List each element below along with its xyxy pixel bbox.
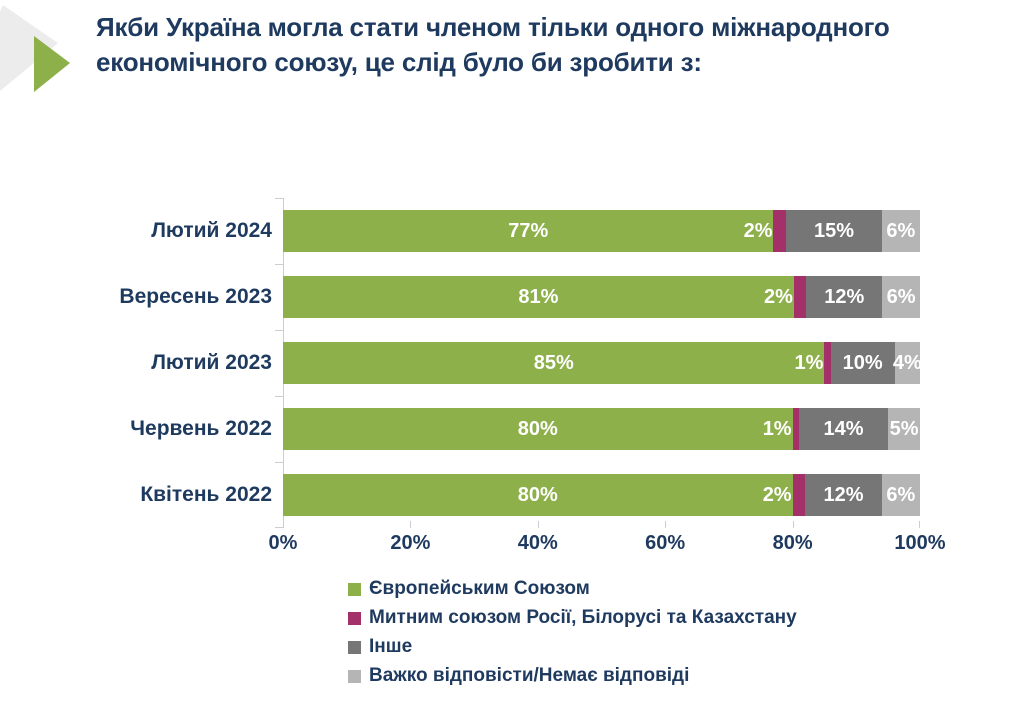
bar-value-label: 6%	[886, 219, 916, 242]
bar-value-label: 6%	[886, 483, 916, 506]
y-axis-tick	[275, 527, 283, 528]
bar-segment-4: 6%	[881, 474, 920, 516]
legend-label: Митним союзом Росії, Білорусі та Казахст…	[369, 607, 797, 628]
legend-item: Митним союзом Росії, Білорусі та Казахст…	[348, 607, 797, 629]
bar-segment-4: 4%	[892, 342, 922, 384]
category-label: Лютий 2024	[151, 219, 272, 242]
bar-value-label: 2%	[743, 219, 773, 242]
y-axis-tick	[275, 264, 283, 265]
bar-segment-4: 6%	[882, 276, 920, 318]
y-axis-tick	[275, 198, 283, 199]
legend: Європейським Союзом Митним союзом Росії, …	[348, 578, 797, 687]
bar-segment-2: 2%	[744, 210, 787, 252]
legend-item: Європейським Союзом	[348, 578, 797, 600]
bar-value-label: 81%	[518, 285, 559, 308]
bar-row: 81% 2% 12% 6%	[283, 276, 920, 318]
bar-value-label: 12%	[823, 483, 864, 506]
category-label: Червень 2022	[130, 417, 272, 440]
x-axis-tick	[283, 521, 284, 528]
slide-title: Якби Україна могла стати членом тільки о…	[96, 12, 890, 78]
x-axis-tick-label: 80%	[772, 532, 813, 554]
bar-segment-1: 80%	[283, 408, 793, 450]
bar-value-label: 2%	[763, 285, 793, 308]
bar-segment-2: 2%	[763, 474, 806, 516]
bar-value-label: 2%	[762, 483, 792, 506]
bar-segment-1: 80%	[283, 474, 793, 516]
bar-segment-2: 1%	[763, 408, 799, 450]
bar-value-label: 12%	[824, 285, 865, 308]
bar-value-label: 5%	[889, 417, 919, 440]
bar-value-label: 85%	[533, 351, 574, 374]
legend-item: Інше	[348, 636, 797, 658]
x-axis-tick-label: 0%	[268, 532, 298, 554]
x-axis-tick	[792, 521, 794, 528]
legend-label: Інше	[369, 636, 413, 657]
legend-swatch-icon	[348, 640, 361, 654]
bar-value-label: 6%	[886, 285, 916, 308]
bar-segment-1: 85%	[283, 342, 825, 384]
bar-value-label: 77%	[508, 219, 549, 242]
x-axis-tick	[665, 521, 667, 528]
bar-value-label: 10%	[842, 351, 883, 374]
bar-segment-3: 12%	[806, 276, 883, 318]
x-axis-tick-label: 40%	[517, 532, 558, 554]
x-axis-tick-label: 20%	[390, 532, 431, 554]
bar-segment-2: 2%	[764, 276, 807, 318]
legend-swatch-icon	[348, 582, 361, 596]
x-axis-tick-label: 100%	[894, 532, 946, 554]
x-axis-tick-label: 60%	[645, 532, 686, 554]
stacked-bar-chart: 77% 2% 15% 6% 81% 2% 12% 6% 85% 1% 10% 4% 80% 1% 14% 5%…	[110, 198, 990, 708]
category-label: Вересень 2023	[119, 285, 272, 308]
bar-row: 77% 2% 15% 6%	[283, 210, 920, 252]
y-axis-tick	[275, 330, 283, 331]
bar-value-label: 14%	[823, 417, 864, 440]
bar-value-label: 1%	[794, 351, 824, 374]
green-triangle-icon	[34, 36, 70, 92]
legend-swatch-icon	[348, 669, 361, 683]
x-axis-tick	[537, 521, 539, 528]
category-label: Лютий 2023	[151, 351, 272, 374]
plot-area: 77% 2% 15% 6% 81% 2% 12% 6% 85% 1% 10% 4% 80% 1% 14% 5%…	[269, 198, 946, 554]
y-axis-tick	[275, 396, 283, 397]
x-axis-tick	[410, 521, 412, 528]
bar-value-label: 4%	[892, 351, 922, 374]
category-label: Квітень 2022	[140, 483, 272, 506]
bar-segment-3: 14%	[798, 408, 889, 450]
y-axis-tick	[275, 462, 283, 463]
legend-label: Європейським Союзом	[369, 578, 590, 599]
bar-segment-2: 1%	[795, 342, 831, 384]
gray-triangle-icon	[0, 3, 58, 91]
legend-label: Важко відповісти/Немає відповіді	[369, 665, 690, 686]
legend-swatch-icon	[348, 611, 361, 625]
bar-segment-3: 12%	[805, 474, 882, 516]
arrow-decoration	[0, 3, 70, 92]
bar-segment-3: 15%	[786, 210, 882, 252]
bar-value-label: 80%	[517, 483, 558, 506]
bar-row: 80% 2% 12% 6%	[283, 474, 920, 516]
bar-value-label: 1%	[762, 417, 792, 440]
bar-segment-1: 81%	[283, 276, 794, 318]
bar-value-label: 15%	[813, 219, 854, 242]
bar-segment-3: 10%	[830, 342, 895, 384]
legend-item: Важко відповісти/Немає відповіді	[348, 665, 797, 687]
bar-value-label: 80%	[517, 417, 558, 440]
x-axis-tick	[919, 521, 920, 528]
bar-segment-4: 5%	[888, 408, 920, 450]
bar-segment-4: 6%	[881, 210, 920, 252]
bar-row: 85% 1% 10% 4%	[283, 342, 922, 384]
bar-row: 80% 1% 14% 5%	[283, 408, 920, 450]
bar-segment-1: 77%	[283, 210, 774, 252]
